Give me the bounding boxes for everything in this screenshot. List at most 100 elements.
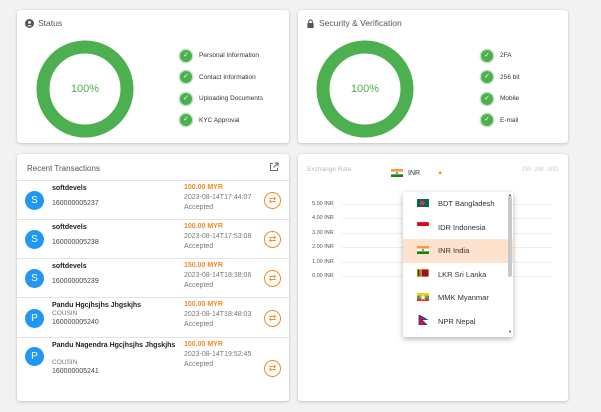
currency-option-label: MMK Myanmar (438, 293, 489, 303)
currency-option[interactable]: LKR Sri Lanka (403, 263, 513, 287)
check-icon: ✓ (180, 92, 192, 105)
currency-option-label: INR India (438, 246, 470, 256)
transaction-id: 160000005237 (52, 200, 99, 207)
id-flag-icon (416, 222, 430, 232)
security-donut: 100% (316, 40, 414, 138)
account-circle-icon (25, 18, 34, 28)
status-check-label: Personal Information (199, 52, 259, 60)
transaction-time: 2023-08-14T19:52:45 (184, 351, 252, 358)
status-check-label: KYC Approval (199, 116, 240, 124)
scroll-up-icon[interactable]: ▲ (508, 192, 512, 197)
india-flag-icon (391, 169, 403, 177)
currency-option[interactable]: NPR Nepal (403, 310, 513, 334)
repeat-transaction-button[interactable]: ⇄ (264, 360, 281, 377)
check-icon: ✓ (481, 114, 493, 127)
transactions-list: S softdevels 160000005237 100.00 MYR 202… (17, 180, 289, 397)
transaction-row[interactable]: P Pandu Hgcjhsjhs Jhgskjhs COUSIN 160000… (17, 297, 289, 337)
transaction-row[interactable]: S softdevels 160000005237 100.00 MYR 202… (17, 180, 289, 219)
transaction-status: Accepted (184, 321, 214, 328)
range-tabs: 1W 2W 30D (522, 166, 559, 173)
transaction-amount: 100.00 MYR (184, 223, 223, 230)
status-checklist: ✓ Personal Information ✓ Contact Informatio… (180, 45, 263, 131)
transaction-name: Pandu Nagendra Hgcjhsjhs Jhgskjhs (52, 342, 176, 349)
avatar: S (25, 230, 44, 249)
security-check-item: ✓ E-mail (481, 110, 520, 132)
status-progress-ring (36, 40, 134, 138)
status-percent: 100% (70, 83, 100, 95)
transaction-name: softdevels (52, 185, 87, 192)
range-tab[interactable]: 1W (521, 166, 532, 173)
repeat-transaction-button[interactable]: ⇄ (264, 231, 281, 248)
in-flag-icon (417, 245, 429, 256)
avatar: P (25, 347, 44, 366)
transaction-name: Pandu Hgcjhsjhs Jhgskjhs (52, 302, 142, 309)
transaction-relation: COUSIN (52, 359, 78, 366)
repeat-transaction-button[interactable]: ⇄ (264, 270, 281, 287)
rate-y-axis: 5.00 INR 4.00 INR 3.00 INR 2.00 INR 1.00 INR… (312, 197, 334, 283)
transaction-time: 2023-08-14T17:44:07 (184, 194, 252, 201)
status-check-item: ✓ Uploading Documents (180, 88, 263, 110)
transaction-row[interactable]: P Pandu Nagendra Hgcjhsjhs Jhgskjhs COUS… (17, 337, 289, 397)
transaction-id: 160000005239 (52, 278, 99, 285)
security-check-item: ✓ 256 bit (481, 67, 520, 89)
security-check-item: ✓ 2FA (481, 45, 520, 67)
status-check-item: ✓ Contact Information (180, 67, 263, 89)
transactions-title: Recent Transactions (27, 164, 100, 173)
transaction-id: 160000005241 (52, 368, 99, 375)
transaction-name: softdevels (52, 224, 87, 231)
np-flag-icon (417, 314, 429, 327)
y-tick-label: 5.00 INR (312, 201, 334, 207)
open-external-icon[interactable] (269, 162, 279, 172)
scroll-down-icon[interactable]: ▼ (508, 329, 512, 334)
dropdown-scrollbar[interactable] (508, 196, 512, 277)
avatar: S (25, 269, 44, 288)
status-check-label: Uploading Documents (199, 95, 263, 103)
transaction-status: Accepted (184, 243, 214, 250)
transaction-row[interactable]: S softdevels 160000005239 150.00 MYR 202… (17, 258, 289, 297)
currency-option[interactable]: INR India (403, 239, 513, 263)
transaction-id: 160000005240 (52, 319, 99, 326)
security-card-title: Security & Verification (306, 18, 402, 28)
status-card-title: Status (25, 18, 62, 28)
y-tick-label: 0.00 INR (312, 272, 334, 279)
transaction-row[interactable]: S softdevels 160000005238 100.00 MYR 202… (17, 219, 289, 258)
security-card: Security & Verification 100% ✓ 2FA ✓ 256 bi… (298, 10, 568, 143)
security-title-text: Security & Verification (319, 18, 402, 28)
lock-icon (307, 18, 314, 28)
transaction-amount: 100.00 MYR (184, 301, 223, 308)
security-check-label: 256 bit (500, 73, 520, 81)
repeat-transaction-button[interactable]: ⇄ (264, 192, 281, 209)
caret-up-icon: ▲ (437, 170, 444, 176)
currency-select[interactable]: INR ▲ (391, 169, 443, 177)
transaction-status: Accepted (184, 204, 214, 211)
security-checklist: ✓ 2FA ✓ 256 bit ✓ Mobile ✓ E-mail (481, 45, 520, 131)
status-card: Status 100% ✓ Personal Information ✓ Contac… (17, 10, 289, 143)
check-icon: ✓ (481, 92, 493, 105)
status-check-item: ✓ Personal Information (180, 45, 263, 67)
currency-option[interactable]: IDR Indonesia (403, 216, 513, 240)
bd-flag-icon (417, 198, 429, 209)
lk-flag-icon (417, 269, 429, 279)
currency-option[interactable]: MMK Myanmar (403, 286, 513, 310)
currency-option[interactable]: BDT Bangladesh (403, 192, 513, 216)
security-check-label: Mobile (500, 95, 520, 103)
y-tick-label: 3.00 INR (312, 229, 334, 236)
range-tab[interactable]: 30D (547, 166, 559, 173)
status-donut: 100% (36, 40, 134, 138)
status-check-item: ✓ KYC Approval (180, 110, 263, 132)
transaction-amount: 150.00 MYR (184, 262, 223, 269)
currency-dropdown: BDT Bangladesh IDR Indonesia INR India LKR … (403, 192, 513, 337)
avatar: P (25, 309, 44, 328)
mm-flag-icon (417, 292, 429, 303)
status-title-text: Status (38, 18, 63, 28)
check-icon: ✓ (481, 49, 493, 62)
security-check-item: ✓ Mobile (481, 88, 520, 110)
range-tab[interactable]: 2W (534, 166, 545, 173)
y-tick-label: 4.00 INR (312, 215, 334, 222)
check-icon: ✓ (481, 71, 493, 84)
security-check-label: E-mail (500, 116, 519, 124)
transaction-time: 2023-08-14T18:38:06 (184, 272, 252, 279)
repeat-transaction-button[interactable]: ⇄ (264, 310, 281, 327)
check-icon: ✓ (180, 49, 192, 62)
security-check-label: 2FA (500, 52, 512, 60)
